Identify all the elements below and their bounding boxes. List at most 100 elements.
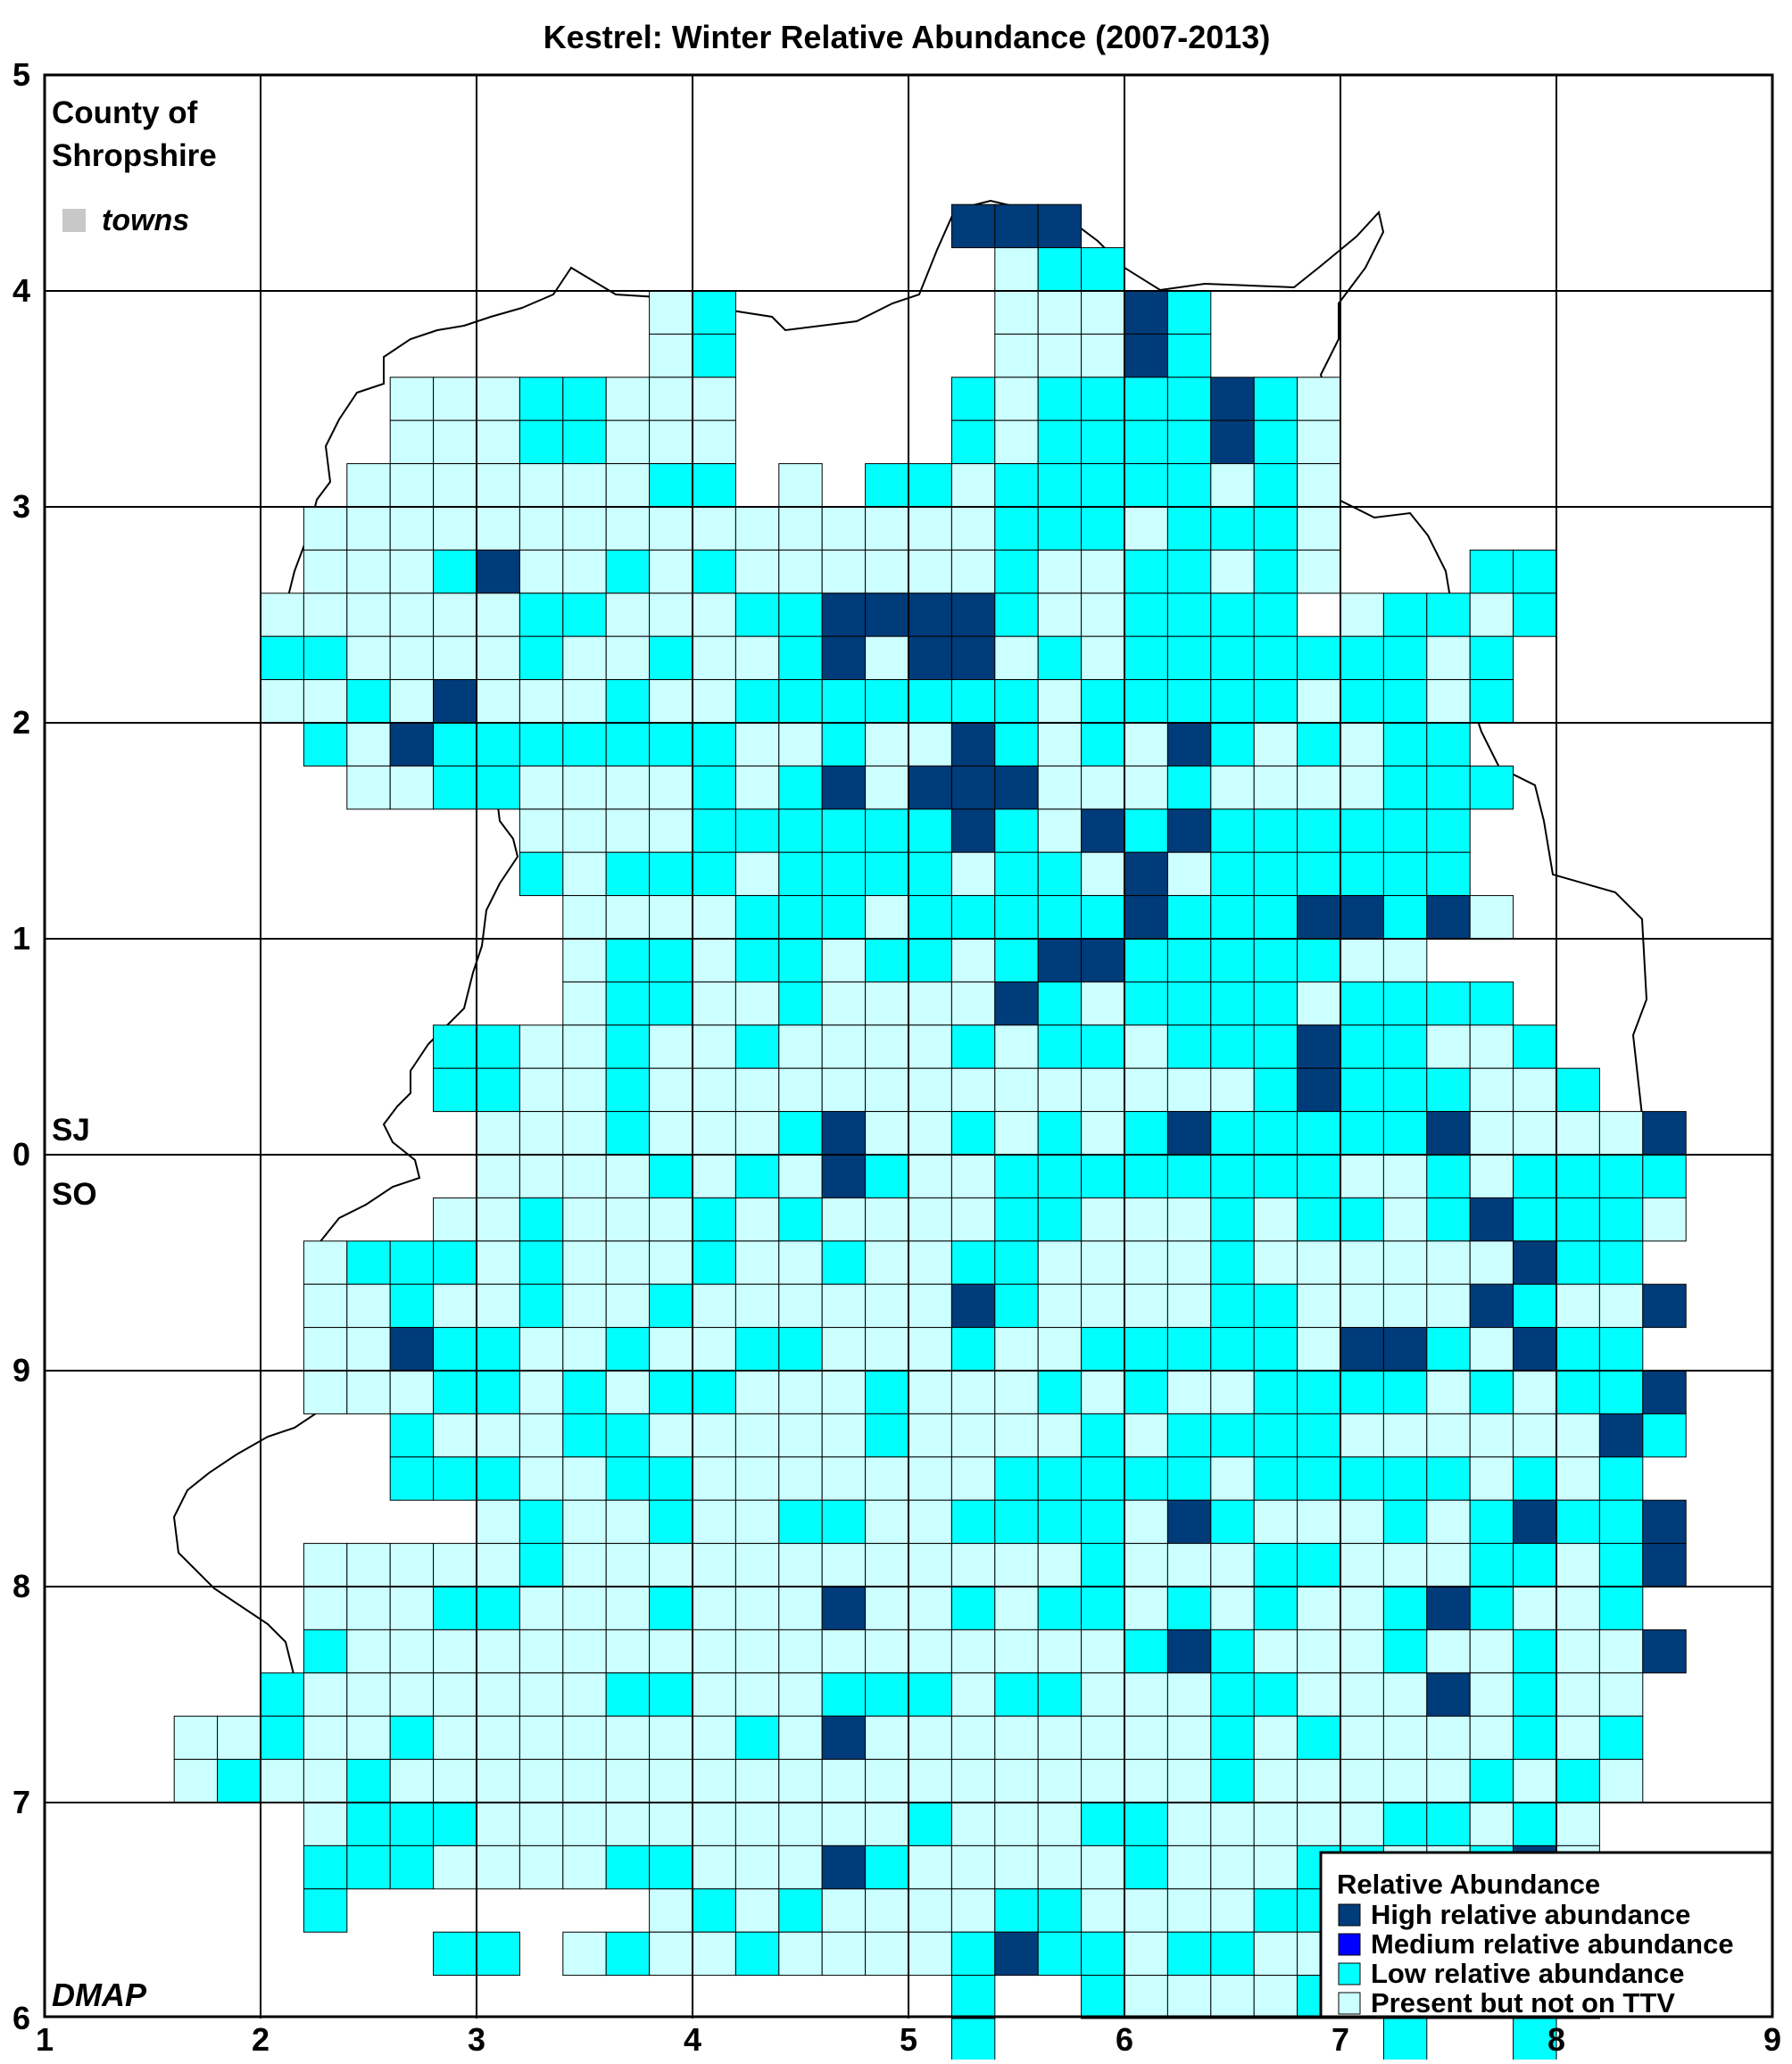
tetrad-cell (1297, 1327, 1341, 1372)
tetrad-cell (1513, 1586, 1557, 1630)
tetrad-cell (865, 1543, 909, 1587)
tetrad-cell (649, 463, 693, 508)
tetrad-cell (649, 1715, 693, 1761)
tetrad-cell (994, 549, 1039, 594)
tetrad-cell (1297, 765, 1341, 810)
tetrad-cell (605, 808, 651, 853)
tetrad-cell (994, 1456, 1039, 1501)
tetrad-cell (1598, 1327, 1644, 1372)
tetrad-cell (821, 1456, 867, 1501)
tetrad-cell (605, 1802, 651, 1846)
tetrad-cell (389, 1672, 435, 1717)
tetrad-cell (865, 463, 909, 508)
tetrad-cell (433, 1413, 477, 1458)
tetrad-cell (908, 981, 952, 1026)
tetrad-cell (734, 593, 780, 637)
tetrad-cell (1166, 1283, 1212, 1329)
legend-label-present: Present but not on TTV (1371, 1987, 1675, 2018)
tetrad-cell (1382, 1327, 1428, 1372)
tetrad-cell (1382, 1413, 1428, 1458)
tetrad-cell (1598, 1370, 1644, 1414)
tetrad-cell (605, 1586, 651, 1630)
tetrad-cell (865, 1283, 909, 1329)
tetrad-cell (908, 1586, 952, 1630)
tetrad-cell (1340, 1327, 1384, 1372)
tetrad-cell (1210, 1672, 1255, 1717)
tetrad-cell (649, 549, 693, 594)
tetrad-cell (346, 679, 391, 724)
tetrad-cell (1210, 1154, 1255, 1198)
grid-square-so: SO (52, 1177, 97, 1212)
tetrad-cell (865, 1888, 909, 1933)
tetrad-cell (519, 549, 564, 594)
tetrad-cell (1210, 722, 1255, 767)
tetrad-cell (1081, 1499, 1125, 1545)
tetrad-cell (562, 1456, 607, 1501)
tetrad-cell (519, 765, 564, 810)
tetrad-cell (950, 808, 996, 853)
tetrad-cell (1297, 1802, 1341, 1846)
tetrad-cell (1166, 1715, 1212, 1761)
tetrad-cell (1081, 1629, 1125, 1674)
tetrad-cell (692, 938, 736, 982)
tetrad-cell (692, 1844, 736, 1890)
tetrad-cell (994, 1672, 1039, 1717)
tetrad-cell (950, 506, 996, 551)
tetrad-cell (1166, 1111, 1212, 1156)
tetrad-cell (1598, 1111, 1644, 1156)
tetrad-cell (519, 1413, 564, 1458)
x-tick-label: 6 (1116, 2021, 1133, 2058)
tetrad-cell (1340, 593, 1384, 637)
tetrad-cell (1426, 765, 1471, 810)
tetrad-cell (778, 549, 823, 594)
tetrad-cell (994, 419, 1039, 465)
tetrad-cell (994, 506, 1039, 551)
tetrad-cell (389, 419, 435, 465)
tetrad-cell (1166, 679, 1212, 724)
tetrad-cell (389, 1715, 435, 1761)
tetrad-cell (1469, 1111, 1514, 1156)
tetrad-cell (778, 1024, 823, 1069)
tetrad-cell (1513, 593, 1557, 637)
tetrad-cell (519, 808, 564, 853)
tetrad-cell (1469, 1715, 1514, 1761)
tetrad-cell (1166, 1672, 1212, 1717)
tetrad-cell (1382, 1543, 1428, 1587)
tetrad-cell (1081, 1975, 1125, 2019)
tetrad-cell (1166, 549, 1212, 594)
tetrad-cell (346, 722, 391, 767)
tetrad-cell (1124, 1586, 1168, 1630)
tetrad-cell (1426, 1283, 1471, 1329)
tetrad-cell (1642, 1283, 1687, 1329)
tetrad-cell (303, 1888, 348, 1933)
tetrad-cell (821, 1240, 867, 1285)
tetrad-cell (1166, 635, 1212, 681)
tetrad-cell (1598, 1197, 1644, 1242)
tetrad-cell (303, 1759, 348, 1803)
tetrad-cell (260, 1715, 304, 1761)
tetrad-cell (821, 549, 867, 594)
tetrad-cell (1253, 1240, 1298, 1285)
tetrad-cell (476, 377, 520, 421)
tetrad-cell (950, 1672, 996, 1717)
tetrad-cell (1081, 635, 1125, 681)
tetrad-cell (1166, 1975, 1212, 2019)
tetrad-cell (217, 1715, 261, 1761)
tetrad-cell (950, 1586, 996, 1630)
tetrad-cell (692, 1327, 736, 1372)
tetrad-cell (865, 895, 909, 940)
tetrad-cell (950, 1715, 996, 1761)
tetrad-cell (649, 1759, 693, 1803)
tetrad-cell (605, 1672, 651, 1717)
tetrad-cell (605, 506, 651, 551)
tetrad-cell (649, 679, 693, 724)
tetrad-cell (1166, 1543, 1212, 1587)
tetrad-cell (1382, 1111, 1428, 1156)
tetrad-cell (821, 1413, 867, 1458)
tetrad-cell (346, 506, 391, 551)
tetrad-cell (1297, 1413, 1341, 1458)
tetrad-cell (1382, 1456, 1428, 1501)
tetrad-cell (433, 463, 477, 508)
tetrad-cell (1124, 1456, 1168, 1501)
tetrad-cell (865, 1024, 909, 1069)
